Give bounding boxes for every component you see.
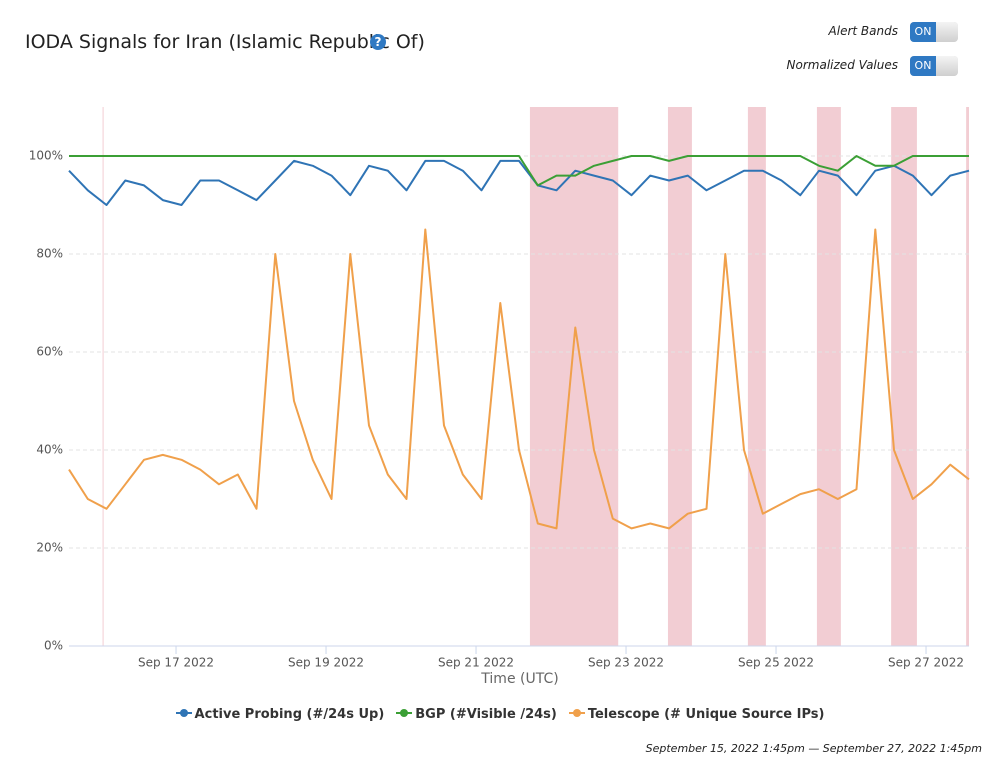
alert-band	[816, 107, 841, 646]
toggle-state: ON	[910, 56, 936, 76]
alert-band	[667, 107, 692, 646]
series-line	[69, 155, 969, 187]
title: IODA Signals for Iran (Islamic Republic …	[25, 31, 425, 53]
legend-label: BGP (#Visible /24s)	[415, 707, 557, 722]
toggle[interactable]: ON	[910, 56, 958, 76]
y-tick-label: 40%	[36, 443, 63, 457]
legend-swatch	[568, 709, 585, 717]
x-axis-title: Time (UTC)	[480, 671, 558, 687]
legend-item[interactable]: BGP (#Visible /24s)	[396, 707, 557, 722]
alert-band	[102, 107, 104, 646]
x-tick-label: Sep 21 2022	[438, 656, 514, 670]
toggle-state: ON	[910, 22, 936, 42]
y-tick-label: 60%	[36, 345, 63, 359]
chart: 0% 20% 40% 60% 80% 100% Sep 17 2022 Sep 19 2022…	[29, 107, 970, 687]
x-tick-label: Sep 19 2022	[288, 656, 364, 670]
legend-swatch	[396, 709, 413, 717]
alert-band	[966, 107, 969, 646]
alert-band	[891, 107, 917, 646]
alert-band	[529, 107, 619, 646]
series-line	[68, 159, 970, 206]
date-range: September 15, 2022 1:45pm — September 27…	[645, 742, 982, 755]
series-line	[68, 228, 970, 530]
legend-label: Telescope (# Unique Source IPs)	[587, 707, 825, 722]
legend: Active Probing (#/24s Up) BGP (#Visible /…	[0, 707, 1000, 722]
x-tick-label: Sep 27 2022	[888, 656, 964, 670]
control-label: Alert Bands	[828, 24, 898, 38]
x-tick-label: Sep 25 2022	[738, 656, 814, 670]
alert-band	[747, 107, 766, 646]
y-tick-label: 0%	[44, 639, 63, 653]
control-label: Normalized Values	[786, 58, 898, 72]
y-tick-label: 100%	[29, 149, 63, 163]
x-tick-label: Sep 23 2022	[588, 656, 664, 670]
help-icon[interactable]: ?	[370, 34, 386, 50]
toggle[interactable]: ON	[910, 22, 958, 42]
y-tick-label: 80%	[36, 247, 63, 261]
legend-swatch	[175, 709, 192, 717]
y-tick-label: 20%	[36, 541, 63, 555]
x-tick-label: Sep 17 2022	[138, 656, 214, 670]
legend-label: Active Probing (#/24s Up)	[194, 707, 385, 722]
legend-item[interactable]: Telescope (# Unique Source IPs)	[568, 707, 825, 722]
legend-item[interactable]: Active Probing (#/24s Up)	[175, 707, 385, 722]
